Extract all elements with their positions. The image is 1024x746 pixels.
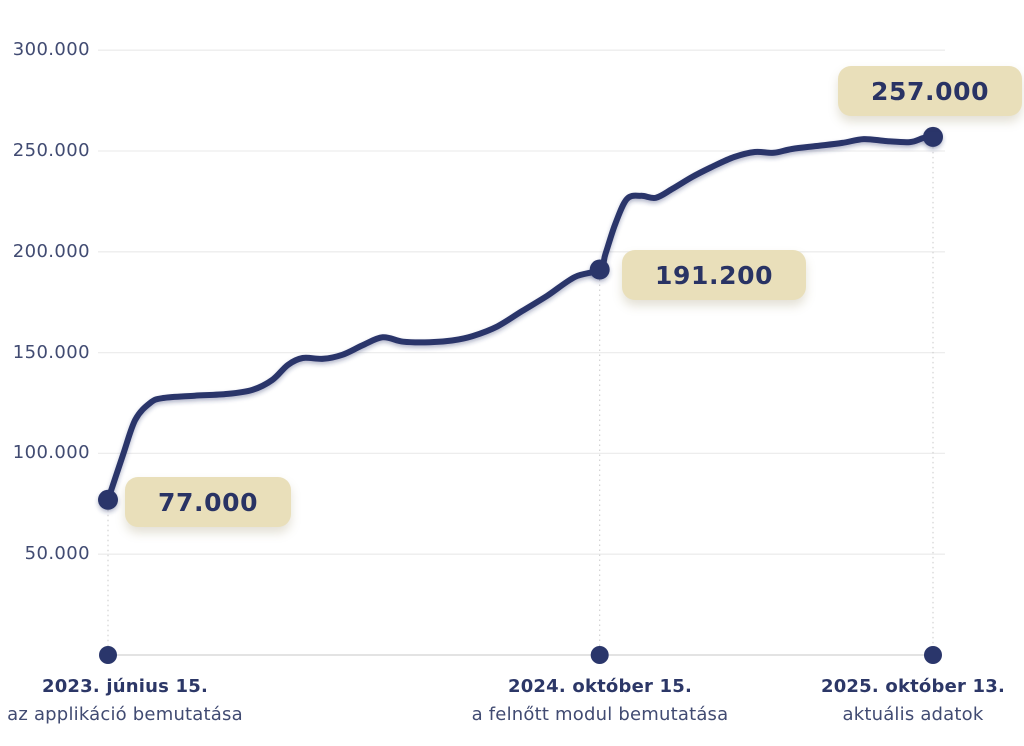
value-badge-191200: 191.200	[622, 250, 807, 300]
milestone-caption-2024: 2024. október 15. a felnőtt modul bemuta…	[472, 673, 729, 729]
y-axis-tick-100000: 100.000	[12, 442, 90, 464]
milestone-dots	[98, 126, 943, 510]
milestone-caption-2023: 2023. június 15. az applikáció bemutatás…	[7, 673, 243, 729]
growth-line	[105, 133, 936, 503]
y-axis-tick-300000: 300.000	[12, 39, 90, 61]
y-axis-tick-50000: 50.000	[24, 543, 90, 565]
value-badge-77000: 77.000	[125, 477, 292, 527]
y-axis-tick-250000: 250.000	[12, 140, 90, 161]
milestone-description: aktuális adatok	[842, 704, 984, 725]
milestone-caption-2025: 2025. október 13. aktuális adatok	[821, 673, 1005, 729]
milestone-date: 2025. október 13.	[820, 676, 1006, 697]
milestone-date: 2024. október 15.	[507, 676, 693, 697]
horizontal-gridlines	[98, 49, 945, 555]
timeline-axis	[99, 646, 942, 664]
milestone-droplines	[107, 136, 934, 655]
milestone-description: az applikáció bemutatása	[7, 704, 243, 725]
y-axis-tick-200000: 200.000	[12, 240, 90, 262]
milestone-description: a felnőtt modul bemutatása	[471, 704, 729, 725]
y-axis-tick-150000: 150.000	[12, 341, 90, 363]
value-badge-257000: 257.000	[838, 66, 1023, 116]
milestone-date: 2023. június 15.	[41, 676, 209, 697]
